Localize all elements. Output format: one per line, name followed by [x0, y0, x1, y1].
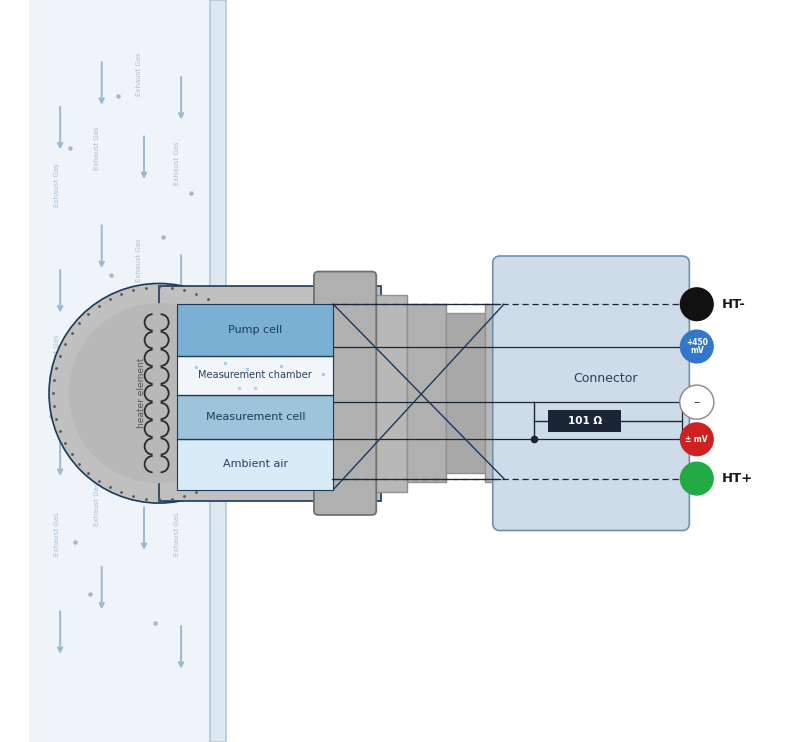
FancyBboxPatch shape	[548, 410, 621, 432]
FancyBboxPatch shape	[493, 256, 690, 531]
Text: Connector: Connector	[574, 372, 638, 385]
Text: Exhaust Gas: Exhaust Gas	[136, 238, 142, 281]
Text: Exhaust Gas: Exhaust Gas	[174, 142, 181, 185]
Text: −: −	[694, 398, 700, 407]
Circle shape	[69, 303, 249, 483]
Text: Exhaust Gas: Exhaust Gas	[174, 320, 181, 363]
Bar	[29, 0, 210, 742]
Text: Exhaust Gas: Exhaust Gas	[54, 513, 60, 556]
Circle shape	[680, 385, 714, 419]
Text: Exhaust Gas: Exhaust Gas	[94, 305, 100, 348]
Bar	[210, 0, 226, 742]
Bar	[486, 304, 525, 482]
Bar	[446, 313, 486, 473]
Bar	[407, 304, 446, 482]
Text: HT+: HT+	[722, 472, 753, 485]
Text: ± mV: ± mV	[686, 435, 708, 444]
Bar	[369, 295, 407, 492]
Circle shape	[680, 287, 714, 321]
Bar	[159, 286, 382, 501]
Text: Measurement chamber: Measurement chamber	[198, 370, 312, 381]
Text: Exhaust Gas: Exhaust Gas	[94, 127, 100, 170]
Text: Exhaust Gas: Exhaust Gas	[54, 164, 60, 207]
Text: Ambient air: Ambient air	[222, 459, 288, 470]
Text: HT-: HT-	[722, 298, 745, 311]
Bar	[178, 439, 334, 490]
Text: Exhaust Gas: Exhaust Gas	[136, 409, 142, 452]
Circle shape	[680, 329, 714, 364]
Circle shape	[680, 422, 714, 456]
Text: Measurement cell: Measurement cell	[206, 412, 305, 422]
Text: Pump cell: Pump cell	[228, 325, 282, 335]
Circle shape	[49, 283, 269, 503]
Text: Exhaust Gas: Exhaust Gas	[94, 483, 100, 526]
Bar	[178, 304, 334, 356]
Text: Exhaust Gas: Exhaust Gas	[54, 335, 60, 378]
Bar	[178, 395, 334, 439]
Text: Exhaust Gas: Exhaust Gas	[136, 53, 142, 96]
Bar	[178, 356, 334, 395]
Circle shape	[680, 462, 714, 496]
FancyBboxPatch shape	[314, 272, 376, 515]
Text: +450
mV: +450 mV	[686, 338, 708, 355]
Text: Exhaust Gas: Exhaust Gas	[174, 513, 181, 556]
Text: 101 Ω: 101 Ω	[568, 416, 602, 426]
Text: heater element: heater element	[138, 358, 146, 428]
Bar	[326, 286, 369, 501]
